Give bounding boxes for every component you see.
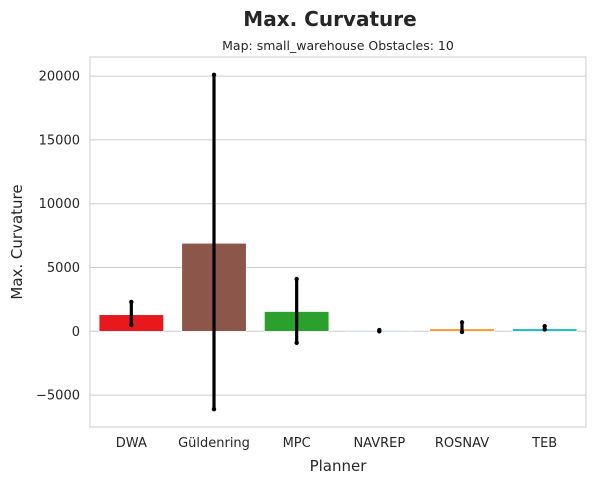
x-tick-label: NAVREP [353, 436, 405, 451]
y-axis-label: Max. Curvature [8, 184, 26, 299]
x-tick-label: MPC [283, 436, 311, 451]
x-axis-label: Planner [310, 457, 368, 475]
gridlines [90, 75, 586, 396]
chart-title: Max. Curvature [243, 7, 416, 31]
x-tick-labels: DWA Güldenring MPC NAVREP ROSNAV TEB [116, 436, 557, 451]
error-bar-güldenring [211, 72, 217, 412]
x-tick-label: Güldenring [178, 436, 250, 451]
y-tick-label: 10000 [39, 197, 80, 212]
error-bar-rosnav [459, 320, 465, 335]
y-tick-label: 5000 [47, 261, 80, 276]
x-tick-label: DWA [116, 436, 147, 451]
error-bars [129, 72, 547, 412]
plot-area-frame [89, 56, 587, 428]
x-tick-label: ROSNAV [435, 436, 489, 451]
y-tick-label: 15000 [39, 133, 80, 148]
y-tick-label: −5000 [36, 389, 80, 404]
error-bar-navrep [377, 327, 382, 334]
x-tick-label: TEB [531, 436, 557, 451]
error-bar-mpc [294, 276, 299, 345]
chart-subtitle: Map: small_warehouse Obstacles: 10 [222, 38, 454, 53]
y-tick-label: 0 [72, 325, 80, 340]
bars [98, 242, 578, 333]
y-tick-label: 20000 [39, 70, 80, 85]
error-bar-teb [542, 324, 547, 332]
error-bar-dwa [129, 299, 134, 328]
y-tick-labels: −5000 0 5000 10000 15000 20000 [36, 70, 80, 404]
